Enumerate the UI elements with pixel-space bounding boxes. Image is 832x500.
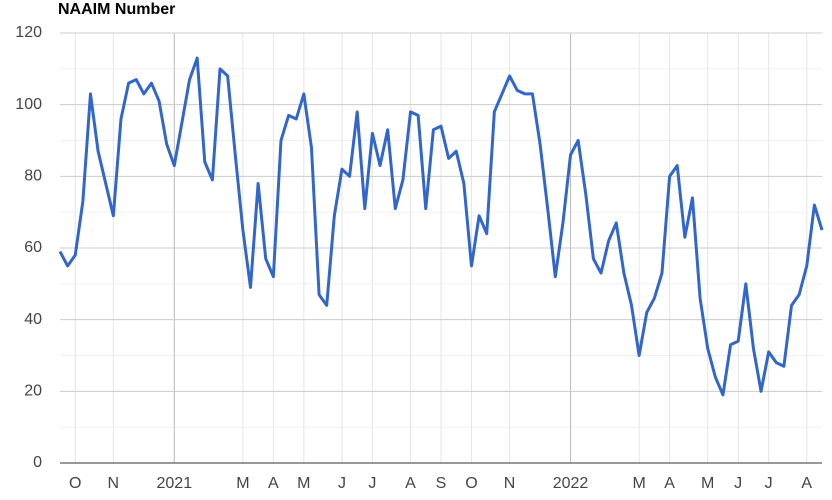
data-line — [58, 56, 824, 397]
x-tick-label: O — [69, 475, 81, 492]
y-tick-label: 80 — [24, 168, 42, 185]
x-tick-label: 2022 — [553, 475, 589, 492]
y-tick-label: 40 — [24, 311, 42, 328]
x-tick-label: J — [734, 475, 742, 492]
x-tick-label: J — [765, 475, 773, 492]
x-tick-label: A — [801, 475, 812, 492]
x-tick-label: M — [297, 475, 310, 492]
x-tick-label: J — [368, 475, 376, 492]
x-tick-label: N — [108, 475, 120, 492]
x-tick-label: J — [338, 475, 346, 492]
y-tick-label: 100 — [15, 96, 42, 113]
y-tick-label: 20 — [24, 383, 42, 400]
y-tick-label: 60 — [24, 239, 42, 256]
x-tick-label: S — [436, 475, 447, 492]
x-tick-label: O — [465, 475, 477, 492]
x-tick-label: M — [236, 475, 249, 492]
y-tick-label: 0 — [33, 454, 42, 471]
x-tick-label: M — [632, 475, 645, 492]
x-tick-label: A — [664, 475, 675, 492]
x-tick-label: N — [504, 475, 516, 492]
x-tick-label: A — [405, 475, 416, 492]
chart-title: NAAIM Number — [58, 1, 175, 18]
x-tick-label: M — [701, 475, 714, 492]
x-tick-label: A — [268, 475, 279, 492]
x-tick-label: 2021 — [157, 475, 193, 492]
y-tick-label: 120 — [15, 24, 42, 41]
